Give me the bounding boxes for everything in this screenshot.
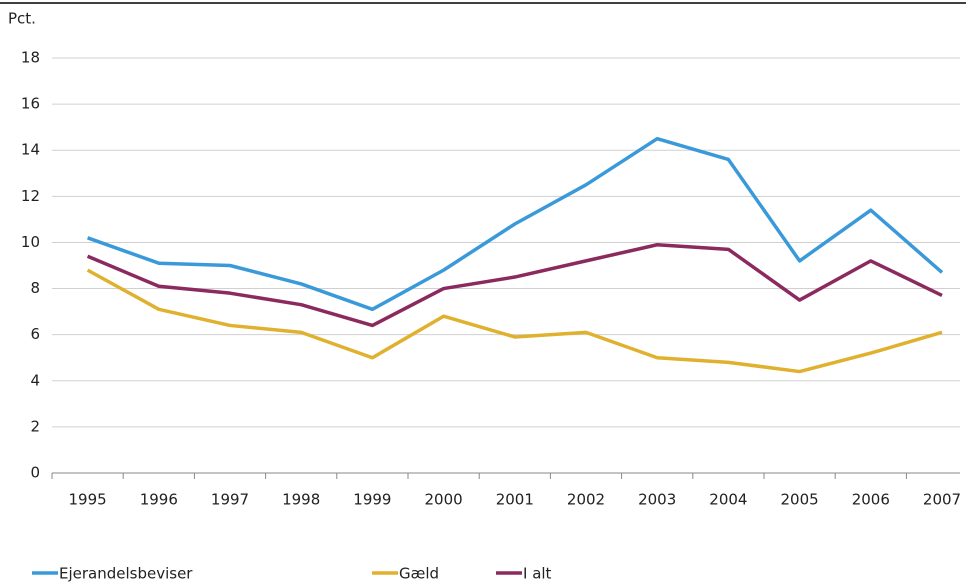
y-tick-label: 10 — [21, 233, 40, 251]
legend-label: Ejerandelsbeviser — [59, 565, 193, 583]
series-line — [87, 136, 944, 312]
y-tick-label: 14 — [21, 141, 40, 159]
x-tick-label: 1997 — [211, 491, 249, 509]
x-tick-label: 2007 — [923, 491, 961, 509]
y-tick-label: 16 — [21, 95, 40, 113]
legend-label: Gæld — [399, 565, 439, 583]
x-tick-label: 2000 — [425, 491, 463, 509]
x-tick-label: 1996 — [140, 491, 178, 509]
legend-label: I alt — [523, 565, 552, 583]
x-tick-label: 2001 — [496, 491, 534, 509]
y-tick-label: 0 — [30, 464, 40, 482]
x-tick-label: 2005 — [781, 491, 819, 509]
series-line — [86, 268, 943, 374]
x-tick-label: 1995 — [69, 491, 107, 509]
x-tick-label: 1998 — [282, 491, 320, 509]
x-tick-label: 2004 — [709, 491, 747, 509]
x-tick-label: 1999 — [353, 491, 391, 509]
y-axis-label: Pct. — [8, 10, 36, 28]
y-tick-label: 18 — [21, 49, 40, 67]
series-line — [86, 243, 943, 328]
x-tick-label: 2006 — [852, 491, 890, 509]
y-tick-label: 8 — [30, 279, 40, 297]
x-tick-label: 2002 — [567, 491, 605, 509]
y-tick-label: 6 — [30, 325, 40, 343]
y-tick-label: 4 — [30, 371, 40, 389]
y-tick-label: 12 — [21, 187, 40, 205]
y-tick-label: 2 — [30, 417, 40, 435]
x-tick-label: 2003 — [638, 491, 676, 509]
